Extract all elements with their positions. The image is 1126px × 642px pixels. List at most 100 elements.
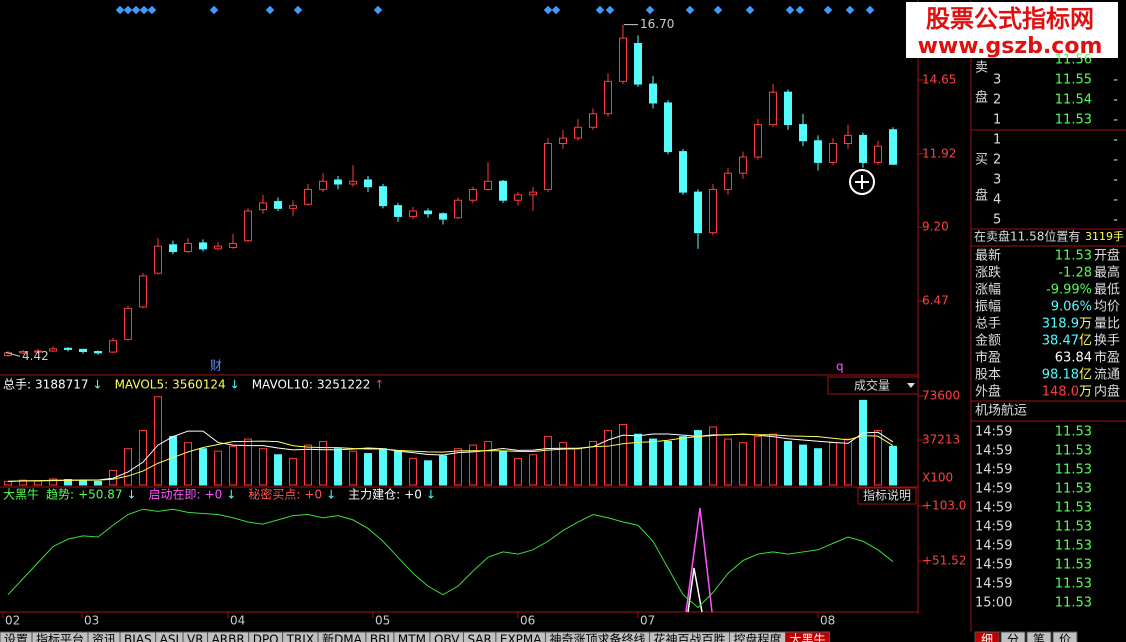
- side-tab-bg[interactable]: [1052, 631, 1078, 642]
- volume-bar: [64, 479, 72, 486]
- side-tab-label[interactable]: 笔: [1033, 632, 1045, 642]
- tab-label[interactable]: BIAS: [124, 633, 152, 642]
- stat-value: -9.99%: [1046, 283, 1092, 298]
- side-tab-label[interactable]: 分: [1007, 633, 1019, 642]
- side-tab[interactable]: 笔: [1026, 631, 1052, 642]
- tab[interactable]: 神奇涨顶求备终线: [544, 631, 650, 642]
- order-level: 3: [993, 73, 1001, 88]
- signal-diamond: [373, 5, 383, 15]
- tab[interactable]: 设置: [0, 631, 33, 642]
- indicator-button-label[interactable]: 指标说明: [863, 488, 911, 503]
- x-tick-label: 05: [375, 614, 390, 628]
- candle-body: [274, 201, 282, 209]
- header-value: 3251222: [317, 378, 370, 392]
- side-tab-label[interactable]: 细: [981, 633, 993, 642]
- tab-label[interactable]: 控盘程度: [734, 632, 782, 642]
- stat-label: 振幅: [975, 300, 1001, 315]
- candle-body: [109, 340, 117, 353]
- tab-label[interactable]: VR: [187, 633, 204, 642]
- indicator-button[interactable]: [857, 487, 917, 505]
- tab-label[interactable]: EXPMA: [500, 633, 542, 642]
- tab-label[interactable]: BBI: [370, 633, 390, 642]
- tab-label[interactable]: 花神百战百胜: [653, 632, 725, 642]
- x-tick-label: 04: [230, 614, 245, 628]
- candle-body: [424, 210, 432, 215]
- tab[interactable]: ARBR: [207, 631, 250, 642]
- side-tab-label[interactable]: 价: [1059, 633, 1071, 642]
- volume-bar: [199, 448, 207, 486]
- tab-label[interactable]: 设置: [4, 633, 28, 642]
- x-tick-label: 07: [640, 614, 655, 628]
- tick-time: 15:00: [975, 596, 1012, 611]
- side-panel: 卖盘11.563 11.55 -2 11.54 -1 11.53 -买盘1 -2 -3 -4 -5-…: [974, 53, 1124, 642]
- stat-right-label: 内盘: [1094, 384, 1120, 400]
- sell-label: 卖: [975, 61, 988, 76]
- tab[interactable]: ASI: [155, 631, 184, 642]
- side-tab[interactable]: 价: [1052, 631, 1078, 642]
- header-value: +0: [304, 488, 322, 502]
- x-tick-label: 02: [5, 614, 20, 628]
- tab-bg[interactable]: [785, 631, 831, 642]
- tab-label[interactable]: 大黑牛: [790, 632, 826, 642]
- candle-body: [754, 124, 762, 158]
- tab[interactable]: MTM: [393, 631, 431, 642]
- tab-label[interactable]: 神奇涨顶求备终线: [549, 632, 645, 642]
- header-value: 3188717: [35, 378, 88, 392]
- tab[interactable]: 新DMA: [317, 631, 367, 642]
- buy-label: 盘: [975, 188, 988, 204]
- notice-qty: 3119手: [1085, 229, 1124, 243]
- tick-time: 14:59: [975, 577, 1012, 592]
- tab-label[interactable]: SAR: [467, 633, 491, 642]
- tab-label[interactable]: 新DMA: [322, 632, 363, 642]
- tab-label[interactable]: OBV: [434, 633, 460, 642]
- trend-line: [7, 508, 894, 609]
- side-tab[interactable]: 细: [974, 631, 1000, 642]
- tab[interactable]: 花神百战百胜: [648, 631, 730, 642]
- volume-bar: [229, 445, 237, 486]
- dropdown-label[interactable]: 成交量: [854, 378, 890, 393]
- tab[interactable]: SAR: [462, 631, 497, 642]
- sector-name: 机场航运: [975, 403, 1027, 419]
- header-arrow: ↑: [374, 378, 384, 392]
- signal-diamond: [265, 5, 275, 15]
- tick-price: 11.53: [1055, 577, 1092, 592]
- tab[interactable]: 大黑牛: [785, 631, 831, 642]
- stat-label: 最新: [975, 248, 1001, 264]
- tab[interactable]: 指标平台: [31, 631, 89, 642]
- tab-label[interactable]: ASI: [160, 633, 179, 642]
- tab[interactable]: EXPMA: [495, 631, 546, 642]
- order-price: 11.53: [1055, 113, 1092, 128]
- tab-label[interactable]: ARBR: [212, 633, 245, 642]
- tab[interactable]: VR: [182, 631, 209, 642]
- tab-label[interactable]: TRIX: [286, 633, 314, 642]
- cursor-circle: [849, 169, 875, 195]
- tab-label[interactable]: DPO: [253, 633, 279, 642]
- stat-right-label: 流通: [1094, 368, 1120, 383]
- candle-body: [244, 210, 252, 242]
- tab[interactable]: BBI: [365, 631, 395, 642]
- side-tab-bg[interactable]: [974, 631, 1000, 642]
- tab[interactable]: TRIX: [282, 631, 319, 642]
- volume-bar: [4, 480, 12, 486]
- tab[interactable]: BIAS: [119, 631, 157, 642]
- candle-body: [64, 347, 72, 350]
- side-tab[interactable]: 分: [1000, 631, 1026, 642]
- cursor: [849, 169, 875, 195]
- volume-bar: [484, 440, 492, 486]
- tab[interactable]: 控盘程度: [729, 631, 787, 642]
- tab-label[interactable]: 指标平台: [36, 632, 84, 642]
- volume-bar: [394, 450, 402, 486]
- dropdown[interactable]: [827, 376, 919, 395]
- tab[interactable]: 资讯: [87, 631, 121, 642]
- side-tab-bg[interactable]: [1000, 631, 1026, 642]
- side-tab-bg[interactable]: [1026, 631, 1052, 642]
- tab-label[interactable]: 资讯: [92, 633, 116, 642]
- stat-right-label: 开盘: [1094, 248, 1120, 264]
- tab[interactable]: DPO: [248, 631, 284, 642]
- tab-label[interactable]: MTM: [398, 633, 426, 642]
- buy-label: 买: [975, 153, 988, 168]
- candle-body: [769, 91, 777, 126]
- x-tick-label: 08: [820, 614, 835, 628]
- tab[interactable]: OBV: [429, 631, 464, 642]
- candle-body: [349, 180, 357, 185]
